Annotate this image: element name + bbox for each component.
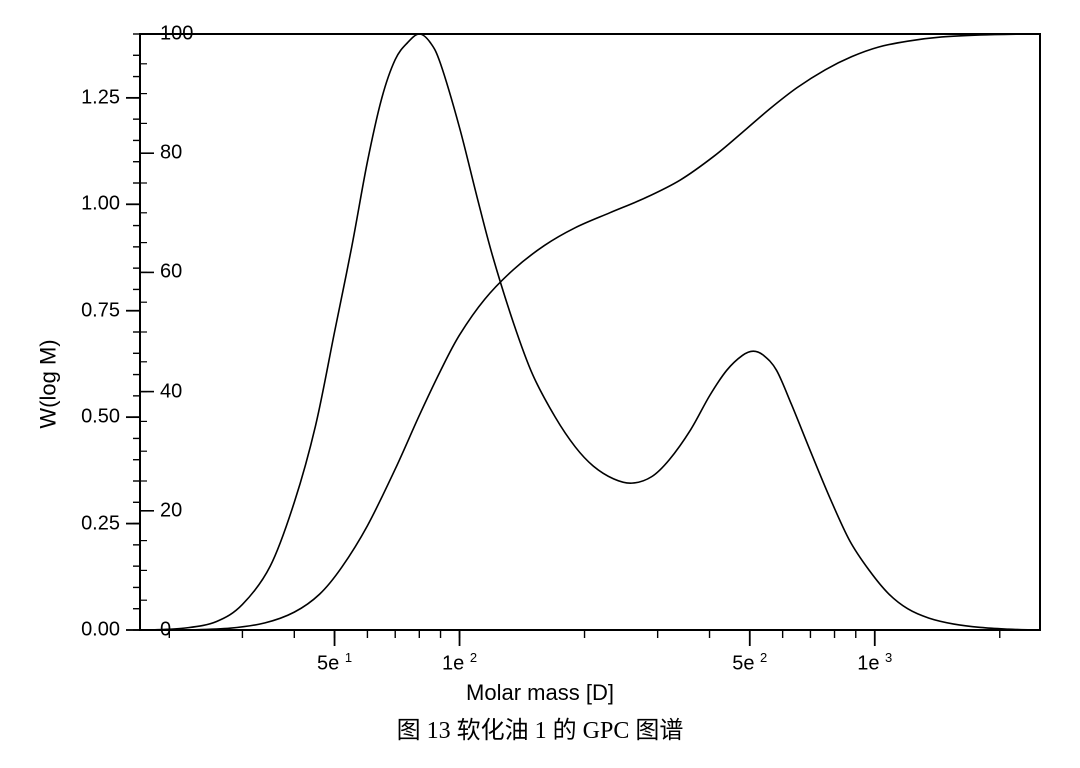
chart-container: W(log M) 0.00 0.25 0.50 0.75 1.00 1.25 0 20 40 6… <box>0 0 1080 768</box>
x-tick-label: 1e 2 <box>442 650 477 676</box>
y-axis-label: W(log M) <box>36 339 62 428</box>
y-right-tick-label: 60 <box>160 261 220 284</box>
y-left-tick-label: 1.00 <box>60 193 120 216</box>
y-left-tick-label: 1.25 <box>60 86 120 109</box>
y-right-tick-label: 0 <box>160 619 220 642</box>
y-left-tick-label: 0.25 <box>60 512 120 535</box>
y-left-tick-label: 0.75 <box>60 299 120 322</box>
y-right-tick-label: 40 <box>160 380 220 403</box>
x-tick-label: 5e 2 <box>732 650 767 676</box>
x-tick-label: 5e 1 <box>317 650 352 676</box>
figure-caption: 图 13 软化油 1 的 GPC 图谱 <box>0 710 1080 745</box>
x-tick-label: 1e 3 <box>857 650 892 676</box>
y-right-tick-label: 80 <box>160 142 220 165</box>
y-left-tick-label: 0.50 <box>60 406 120 429</box>
y-left-tick-label: 0.00 <box>60 619 120 642</box>
distribution-curve <box>150 34 1032 630</box>
x-axis-label: Molar mass [D] <box>0 680 1080 706</box>
cumulative-curve <box>186 34 1024 630</box>
y-right-tick-label: 100 <box>160 23 220 46</box>
y-right-tick-label: 20 <box>160 499 220 522</box>
